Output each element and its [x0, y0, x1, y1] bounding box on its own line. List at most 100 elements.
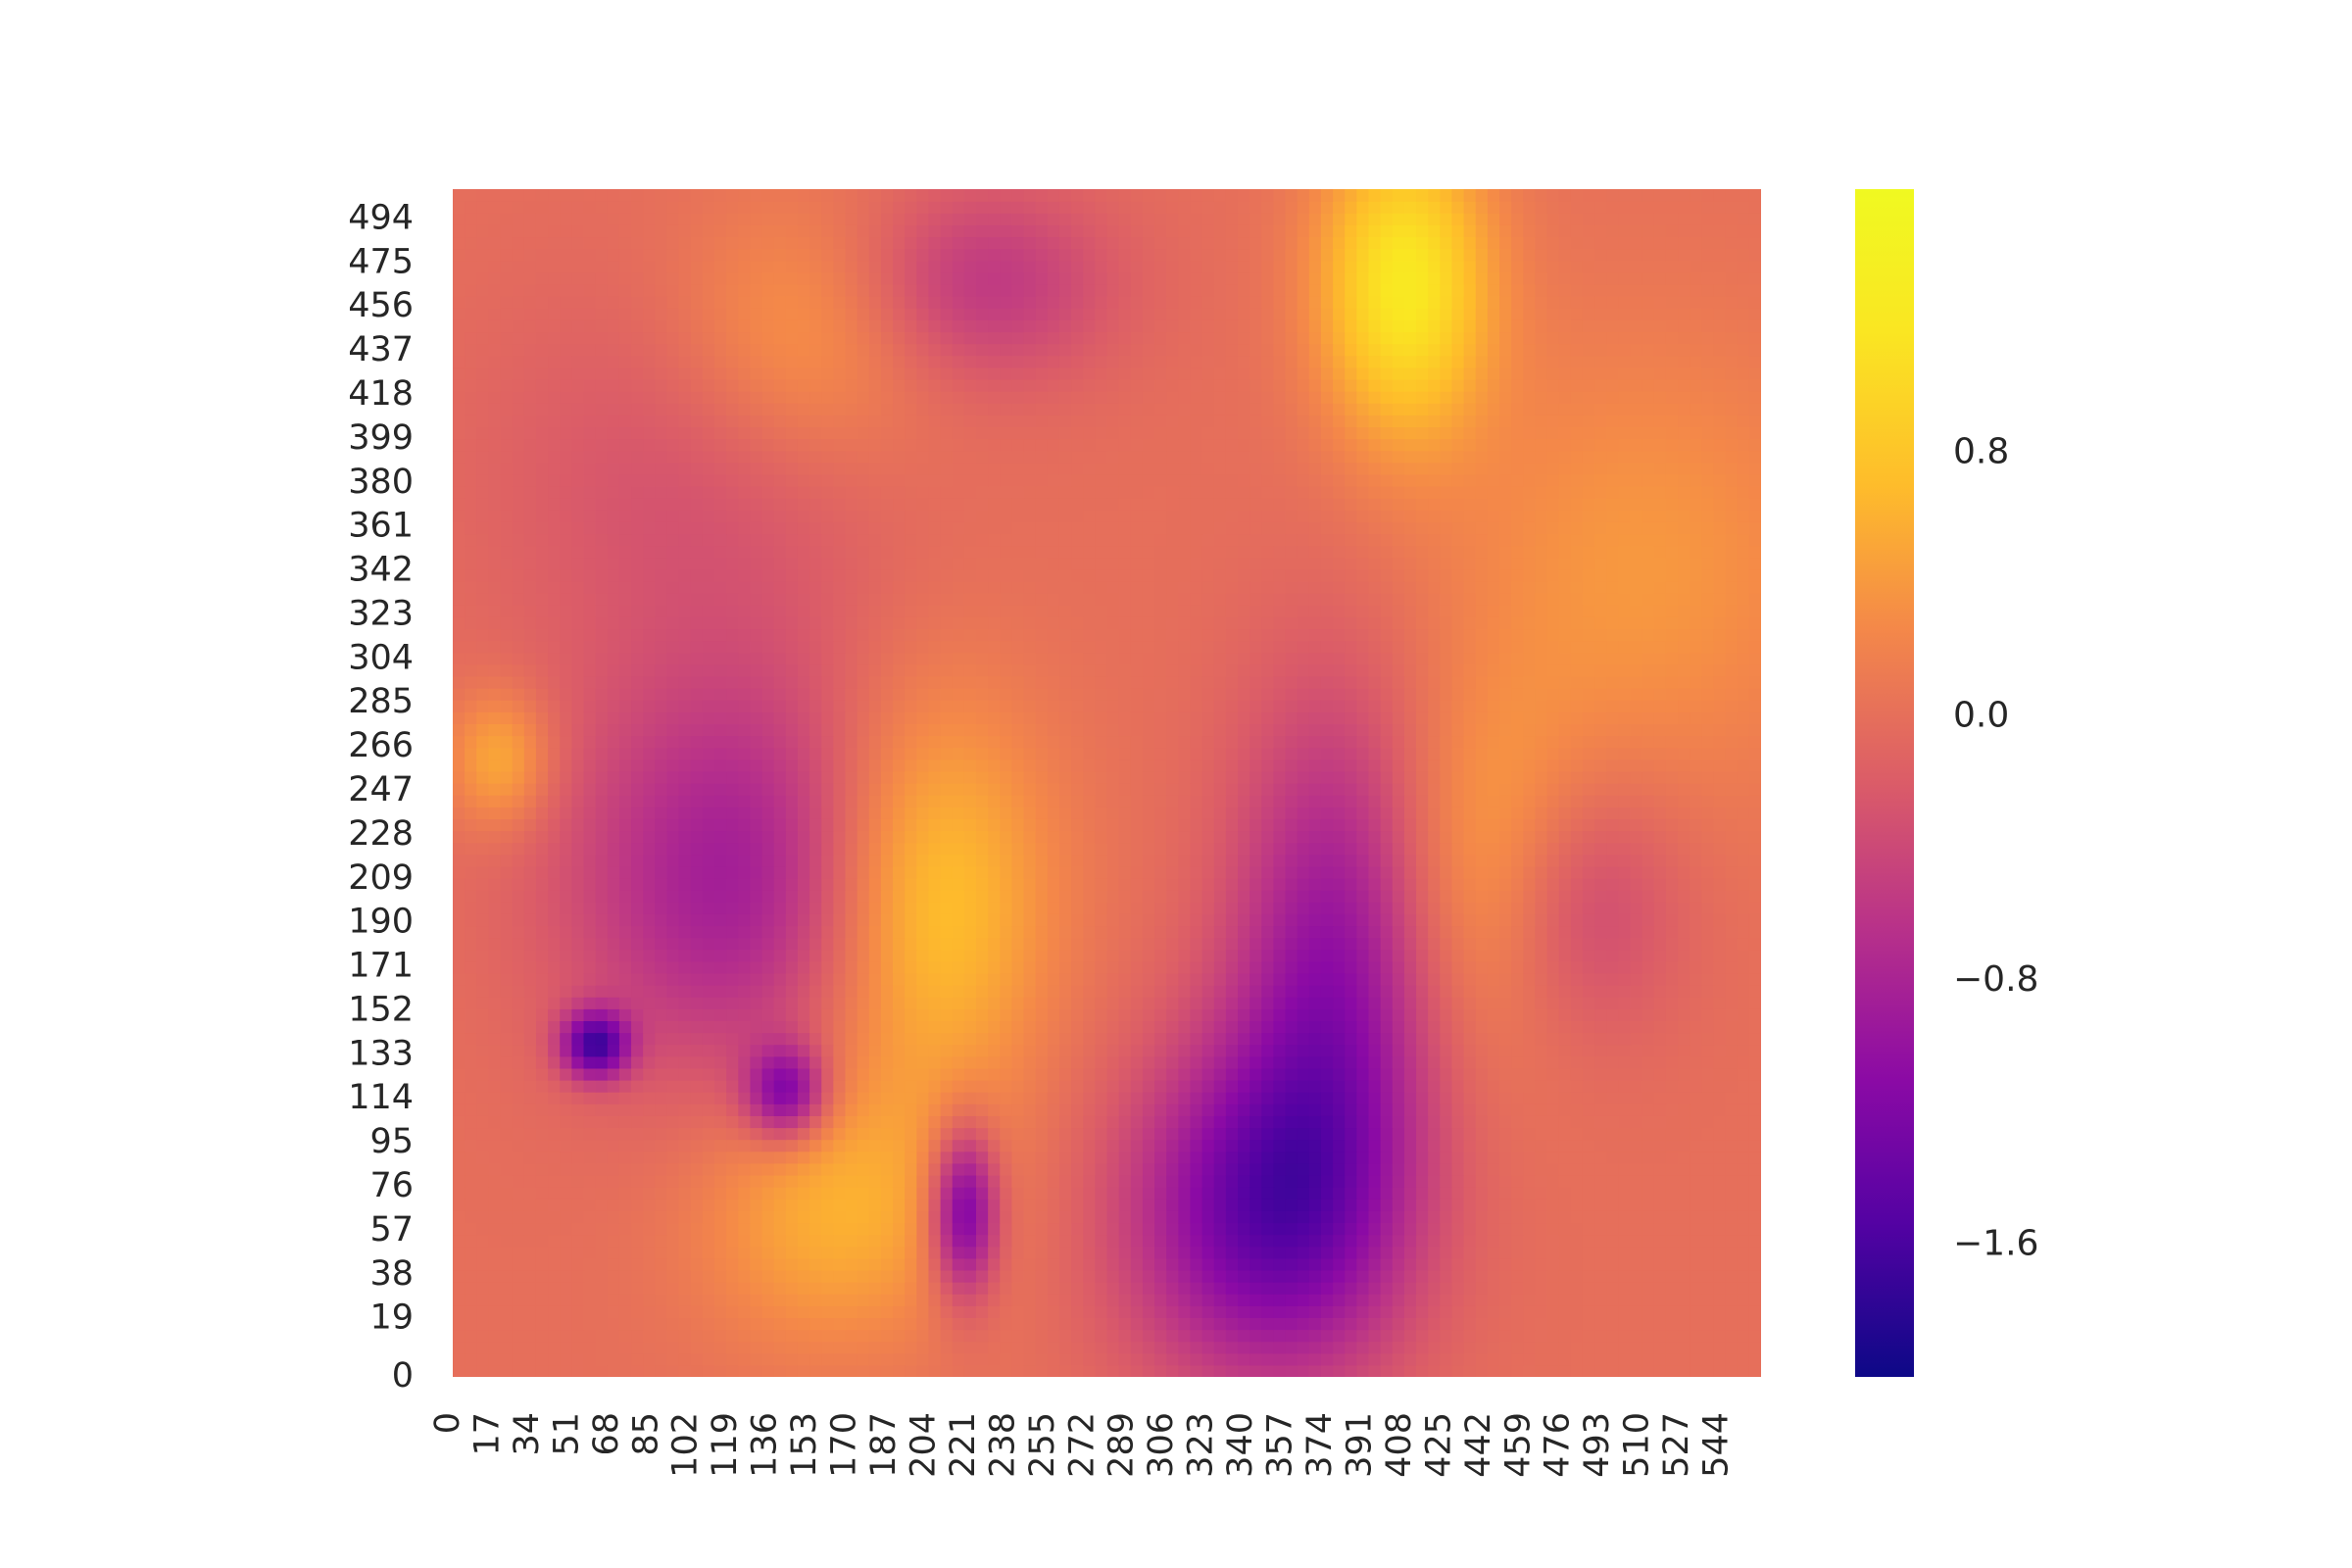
heatmap-cell	[666, 842, 680, 856]
heatmap-cell	[821, 1329, 834, 1343]
heatmap-cell	[880, 1103, 894, 1116]
heatmap-cell	[1095, 1008, 1108, 1021]
heatmap-cell	[1035, 842, 1049, 856]
heatmap-cell	[726, 1151, 739, 1164]
heatmap-cell	[1178, 1210, 1192, 1224]
heatmap-cell	[1178, 925, 1192, 939]
heatmap-cell	[1475, 1008, 1489, 1021]
heatmap-cell	[1368, 1103, 1382, 1116]
heatmap-cell	[976, 949, 989, 962]
heatmap-cell	[631, 1044, 644, 1057]
heatmap-cell	[1178, 1341, 1192, 1354]
heatmap-cell	[1523, 1115, 1537, 1129]
heatmap-cell	[1701, 1174, 1715, 1188]
heatmap-cell	[1511, 1294, 1524, 1306]
heatmap-cell	[1011, 1174, 1025, 1188]
heatmap-cell	[1618, 1008, 1632, 1021]
heatmap-cell	[1308, 1008, 1322, 1021]
heatmap-cell	[607, 842, 620, 856]
heatmap-cell	[1118, 1246, 1132, 1259]
heatmap-cell	[1582, 1174, 1595, 1188]
heatmap-cell	[809, 1174, 822, 1188]
heatmap-cell	[595, 1055, 609, 1069]
heatmap-cell	[1392, 985, 1405, 998]
heatmap-cell	[1190, 1246, 1203, 1259]
heatmap-cell	[976, 913, 989, 927]
heatmap-cell	[1154, 960, 1167, 974]
heatmap-cell	[833, 1305, 847, 1318]
heatmap-cell	[1606, 1115, 1619, 1129]
heatmap-cell	[1606, 937, 1619, 951]
heatmap-cell	[1130, 1269, 1144, 1283]
heatmap-cell	[1416, 1257, 1429, 1271]
heatmap-cell	[1665, 937, 1679, 951]
heatmap-cell	[1058, 842, 1072, 856]
heatmap-cell	[1678, 854, 1690, 867]
heatmap-cell	[1428, 1092, 1441, 1104]
heatmap-cell	[607, 1282, 620, 1295]
heatmap-cell	[1642, 1352, 1655, 1366]
heatmap-cell	[1463, 985, 1477, 998]
heatmap-cell	[678, 913, 692, 927]
heatmap-cell	[1451, 925, 1465, 939]
heatmap-cell	[666, 1092, 680, 1104]
heatmap-cell	[1345, 937, 1357, 951]
heatmap-cell	[1499, 877, 1512, 891]
heatmap-cell	[1154, 1044, 1167, 1057]
heatmap-cell	[1618, 997, 1632, 1009]
heatmap-cell	[1499, 1151, 1512, 1164]
heatmap-cell	[750, 1257, 763, 1271]
heatmap-cell	[1463, 1008, 1477, 1021]
heatmap-cell	[1558, 1080, 1572, 1093]
heatmap-cell	[1308, 902, 1322, 914]
heatmap-cell	[1416, 937, 1429, 951]
heatmap-cell	[1535, 1352, 1548, 1366]
heatmap-cell	[1570, 1103, 1584, 1116]
heatmap-cell	[476, 1246, 490, 1259]
heatmap-cell	[1178, 1020, 1192, 1034]
heatmap-cell	[1630, 1317, 1643, 1331]
heatmap-cell	[1095, 1210, 1108, 1224]
heatmap-cell	[1320, 1151, 1334, 1164]
heatmap-cell	[1463, 1257, 1477, 1271]
heatmap-cell	[595, 1032, 609, 1046]
heatmap-cell	[702, 1008, 715, 1021]
heatmap-cell	[1166, 1222, 1179, 1236]
heatmap-cell	[453, 1210, 466, 1224]
heatmap-cell	[1047, 1162, 1060, 1176]
heatmap-cell	[1725, 1055, 1739, 1069]
heatmap-cell	[512, 1115, 525, 1129]
heatmap-cell	[1273, 1032, 1287, 1046]
heatmap-cell	[500, 1127, 514, 1141]
heatmap-cell	[1011, 877, 1025, 891]
heatmap-cell	[1642, 1341, 1655, 1354]
heatmap-cell	[1701, 1067, 1715, 1081]
heatmap-cell	[1035, 949, 1049, 962]
heatmap-cell	[1630, 1210, 1643, 1224]
heatmap-cell	[1594, 1246, 1607, 1259]
heatmap-cell	[1154, 1222, 1167, 1236]
heatmap-cell	[1083, 1269, 1096, 1283]
heatmap-cell	[880, 1127, 894, 1141]
heatmap-cell	[1487, 1257, 1500, 1271]
heatmap-cell	[1678, 1282, 1690, 1295]
heatmap-cell	[1250, 1187, 1262, 1200]
heatmap-cell	[1023, 1282, 1037, 1295]
heatmap-cell	[1058, 1199, 1072, 1211]
heatmap-cell	[1558, 1020, 1572, 1034]
heatmap-cell	[952, 949, 965, 962]
heatmap-cell	[560, 1044, 572, 1057]
heatmap-cell	[666, 1174, 680, 1188]
heatmap-cell	[465, 1187, 477, 1200]
heatmap-cell	[1345, 1210, 1357, 1224]
heatmap-cell	[1308, 1341, 1322, 1354]
heatmap-cell	[868, 1032, 882, 1046]
heatmap-cell	[618, 902, 632, 914]
heatmap-cell	[1748, 1080, 1761, 1093]
heatmap-cell	[1213, 1092, 1227, 1104]
heatmap-cell	[1190, 1317, 1203, 1331]
heatmap-cell	[512, 1234, 525, 1248]
heatmap-cell	[1618, 1341, 1632, 1354]
heatmap-cell	[1023, 1103, 1037, 1116]
heatmap-cell	[512, 1294, 525, 1306]
